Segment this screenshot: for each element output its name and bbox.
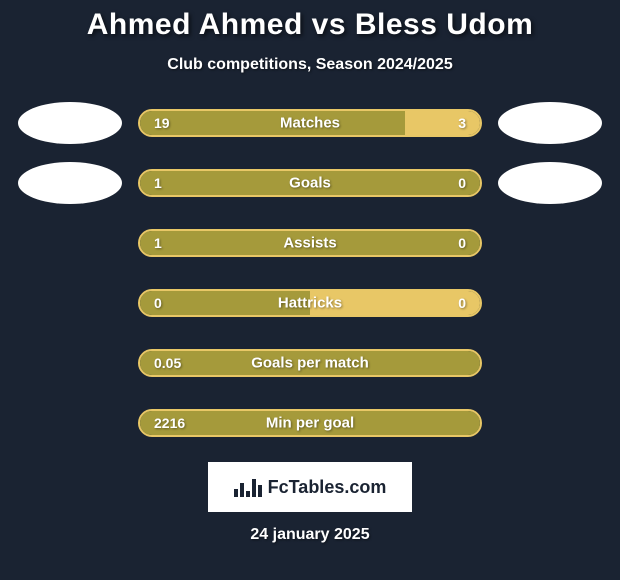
stat-row: 19 3 Matches: [0, 102, 620, 144]
avatar-spacer: [498, 282, 602, 324]
stat-bar: 0.05 Goals per match: [138, 349, 482, 377]
stat-bar: 19 3 Matches: [138, 109, 482, 137]
avatar-spacer: [18, 342, 122, 384]
stat-value-left: 0.05: [154, 355, 181, 371]
stat-bar: 2216 Min per goal: [138, 409, 482, 437]
player-avatar-left: [18, 162, 122, 204]
stat-value-right: 0: [458, 235, 466, 251]
stat-label: Assists: [283, 235, 336, 252]
comparison-infographic: Ahmed Ahmed vs Bless Udom Club competiti…: [0, 0, 620, 580]
stat-label: Hattricks: [278, 295, 342, 312]
stat-label: Goals: [289, 175, 331, 192]
avatar-spacer: [498, 342, 602, 384]
avatar-spacer: [498, 402, 602, 444]
subtitle: Club competitions, Season 2024/2025: [0, 56, 620, 74]
stat-rows: 19 3 Matches 1 0 Goals 1 0 Assists 0 0 Hattricks 0.0…: [0, 102, 620, 444]
avatar-spacer: [18, 222, 122, 264]
stat-label: Min per goal: [266, 415, 354, 432]
stat-value-left: 1: [154, 235, 162, 251]
bar-chart-icon: [234, 477, 262, 497]
stat-label: Goals per match: [251, 355, 369, 372]
bar-segment-left: [140, 111, 405, 135]
stat-value-right: 0: [458, 175, 466, 191]
footer-date: 24 january 2025: [0, 526, 620, 544]
stat-bar: 1 0 Assists: [138, 229, 482, 257]
stat-label: Matches: [280, 115, 340, 132]
avatar-spacer: [18, 402, 122, 444]
player-avatar-right: [498, 102, 602, 144]
stat-row: 1 0 Goals: [0, 162, 620, 204]
stat-row: 2216 Min per goal: [0, 402, 620, 444]
avatar-spacer: [18, 282, 122, 324]
stat-value-left: 0: [154, 295, 162, 311]
page-title: Ahmed Ahmed vs Bless Udom: [0, 8, 620, 42]
brand-badge: FcTables.com: [208, 462, 412, 512]
stat-value-right: 3: [458, 115, 466, 131]
player-avatar-left: [18, 102, 122, 144]
stat-bar: 0 0 Hattricks: [138, 289, 482, 317]
bar-segment-right: [405, 111, 480, 135]
stat-value-right: 0: [458, 295, 466, 311]
stat-row: 0 0 Hattricks: [0, 282, 620, 324]
stat-value-left: 2216: [154, 415, 185, 431]
player-avatar-right: [498, 162, 602, 204]
stat-bar: 1 0 Goals: [138, 169, 482, 197]
brand-text: FcTables.com: [268, 477, 387, 498]
stat-value-left: 1: [154, 175, 162, 191]
avatar-spacer: [498, 222, 602, 264]
stat-value-left: 19: [154, 115, 170, 131]
stat-row: 1 0 Assists: [0, 222, 620, 264]
stat-row: 0.05 Goals per match: [0, 342, 620, 384]
